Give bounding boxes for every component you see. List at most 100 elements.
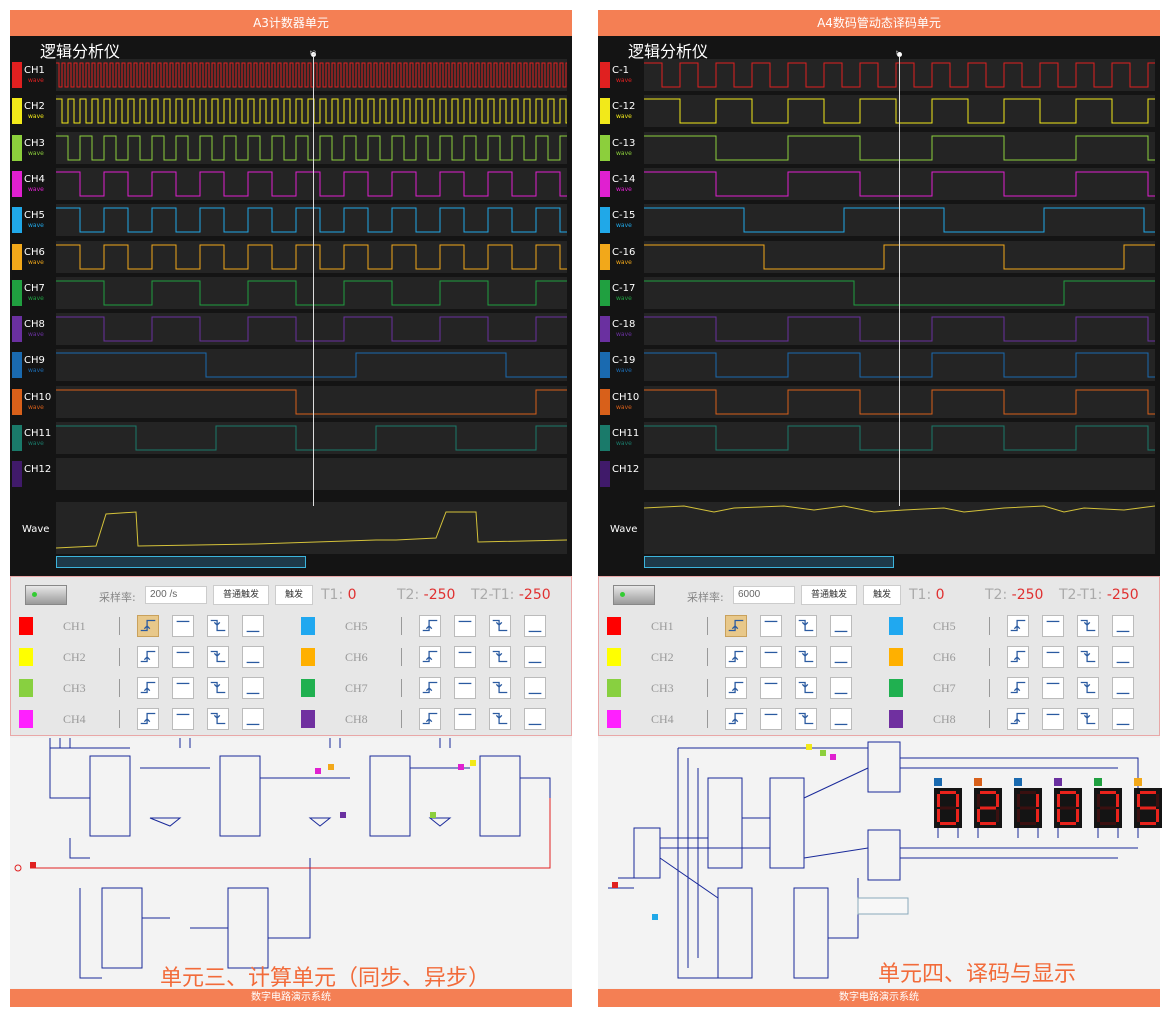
channel-color-swatch[interactable]	[12, 388, 22, 415]
trigger-low-button[interactable]	[242, 677, 264, 699]
trigger-rise-button[interactable]	[725, 615, 747, 637]
trigger-low-button[interactable]	[242, 646, 264, 668]
trigger-low-button[interactable]	[524, 677, 546, 699]
normal-trigger-button[interactable]: 普通触发	[801, 585, 857, 605]
trigger-rise-button[interactable]	[1007, 708, 1029, 730]
channel-color-swatch[interactable]	[600, 352, 610, 379]
cursor-line[interactable]	[313, 56, 314, 506]
trigger-fall-button[interactable]	[1077, 677, 1099, 699]
trigger-rise-button[interactable]	[725, 708, 747, 730]
channel-color-swatch[interactable]	[12, 461, 22, 488]
channel-color-swatch[interactable]	[12, 134, 22, 161]
trigger-low-button[interactable]	[830, 615, 852, 637]
trigger-rise-button[interactable]	[1007, 677, 1029, 699]
trigger-fall-button[interactable]	[795, 615, 817, 637]
trigger-high-button[interactable]	[172, 646, 194, 668]
trigger-low-button[interactable]	[242, 615, 264, 637]
trigger-high-button[interactable]	[454, 615, 476, 637]
trigger-rise-button[interactable]	[419, 615, 441, 637]
channel-color-swatch[interactable]	[600, 279, 610, 306]
trigger-rise-button[interactable]	[419, 708, 441, 730]
trigger-fall-button[interactable]	[207, 615, 229, 637]
channel-color-swatch[interactable]	[12, 352, 22, 379]
trigger-rise-button[interactable]	[137, 615, 159, 637]
trigger-low-button[interactable]	[830, 677, 852, 699]
trigger-fall-button[interactable]	[1077, 708, 1099, 730]
sample-rate-input[interactable]: 200 /s	[145, 586, 207, 604]
sample-rate-input[interactable]: 6000	[733, 586, 795, 604]
single-trigger-button[interactable]: 触发	[863, 585, 901, 605]
channel-color-swatch[interactable]	[600, 461, 610, 488]
trigger-fall-button[interactable]	[795, 677, 817, 699]
trigger-low-button[interactable]	[1112, 615, 1134, 637]
trigger-high-button[interactable]	[760, 708, 782, 730]
channel-color-swatch[interactable]	[12, 170, 22, 197]
channel-color-swatch[interactable]	[600, 243, 610, 270]
cursor-handle[interactable]	[311, 52, 316, 57]
trigger-high-button[interactable]	[454, 677, 476, 699]
trigger-rise-button[interactable]	[137, 646, 159, 668]
trigger-fall-button[interactable]	[489, 646, 511, 668]
trigger-fall-button[interactable]	[795, 646, 817, 668]
channel-color-swatch[interactable]	[12, 62, 22, 88]
trigger-high-button[interactable]	[172, 615, 194, 637]
trigger-low-button[interactable]	[524, 615, 546, 637]
trigger-high-button[interactable]	[760, 646, 782, 668]
trigger-high-button[interactable]	[760, 677, 782, 699]
trigger-fall-button[interactable]	[207, 708, 229, 730]
channel-color-swatch[interactable]	[600, 62, 610, 88]
channel-color-swatch[interactable]	[600, 425, 610, 451]
trigger-fall-button[interactable]	[489, 615, 511, 637]
trigger-high-button[interactable]	[172, 677, 194, 699]
channel-color-swatch[interactable]	[12, 243, 22, 270]
trigger-rise-button[interactable]	[1007, 615, 1029, 637]
trigger-low-button[interactable]	[242, 708, 264, 730]
channel-color-swatch[interactable]	[12, 279, 22, 306]
channel-color-swatch[interactable]	[12, 316, 22, 343]
trigger-rise-button[interactable]	[419, 646, 441, 668]
trigger-fall-button[interactable]	[1077, 615, 1099, 637]
trigger-rise-button[interactable]	[725, 646, 747, 668]
trigger-high-button[interactable]	[172, 708, 194, 730]
trigger-low-button[interactable]	[830, 646, 852, 668]
channel-color-swatch[interactable]	[600, 388, 610, 415]
trigger-low-button[interactable]	[830, 708, 852, 730]
trigger-rise-button[interactable]	[137, 708, 159, 730]
trigger-low-button[interactable]	[1112, 677, 1134, 699]
trigger-fall-button[interactable]	[207, 677, 229, 699]
run-toggle[interactable]	[613, 585, 655, 605]
trigger-high-button[interactable]	[454, 646, 476, 668]
channel-color-swatch[interactable]	[600, 134, 610, 161]
trigger-low-button[interactable]	[524, 708, 546, 730]
cursor-line[interactable]	[899, 56, 900, 506]
trigger-rise-button[interactable]	[419, 677, 441, 699]
cursor-handle[interactable]	[897, 52, 902, 57]
trigger-low-button[interactable]	[524, 646, 546, 668]
trigger-fall-button[interactable]	[1077, 646, 1099, 668]
channel-color-swatch[interactable]	[12, 207, 22, 234]
channel-color-swatch[interactable]	[12, 425, 22, 451]
trigger-high-button[interactable]	[1042, 708, 1064, 730]
timeline-scrollbar[interactable]	[56, 556, 306, 568]
run-toggle[interactable]	[25, 585, 67, 605]
trigger-fall-button[interactable]	[489, 708, 511, 730]
channel-color-swatch[interactable]	[600, 170, 610, 197]
trigger-low-button[interactable]	[1112, 708, 1134, 730]
single-trigger-button[interactable]: 触发	[275, 585, 313, 605]
trigger-high-button[interactable]	[760, 615, 782, 637]
normal-trigger-button[interactable]: 普通触发	[213, 585, 269, 605]
trigger-rise-button[interactable]	[137, 677, 159, 699]
channel-color-swatch[interactable]	[600, 98, 610, 125]
trigger-rise-button[interactable]	[725, 677, 747, 699]
trigger-high-button[interactable]	[1042, 677, 1064, 699]
trigger-high-button[interactable]	[1042, 646, 1064, 668]
trigger-rise-button[interactable]	[1007, 646, 1029, 668]
timeline-scrollbar[interactable]	[644, 556, 894, 568]
trigger-fall-button[interactable]	[489, 677, 511, 699]
channel-color-swatch[interactable]	[600, 207, 610, 234]
trigger-fall-button[interactable]	[207, 646, 229, 668]
trigger-high-button[interactable]	[454, 708, 476, 730]
channel-color-swatch[interactable]	[12, 98, 22, 125]
trigger-fall-button[interactable]	[795, 708, 817, 730]
trigger-low-button[interactable]	[1112, 646, 1134, 668]
